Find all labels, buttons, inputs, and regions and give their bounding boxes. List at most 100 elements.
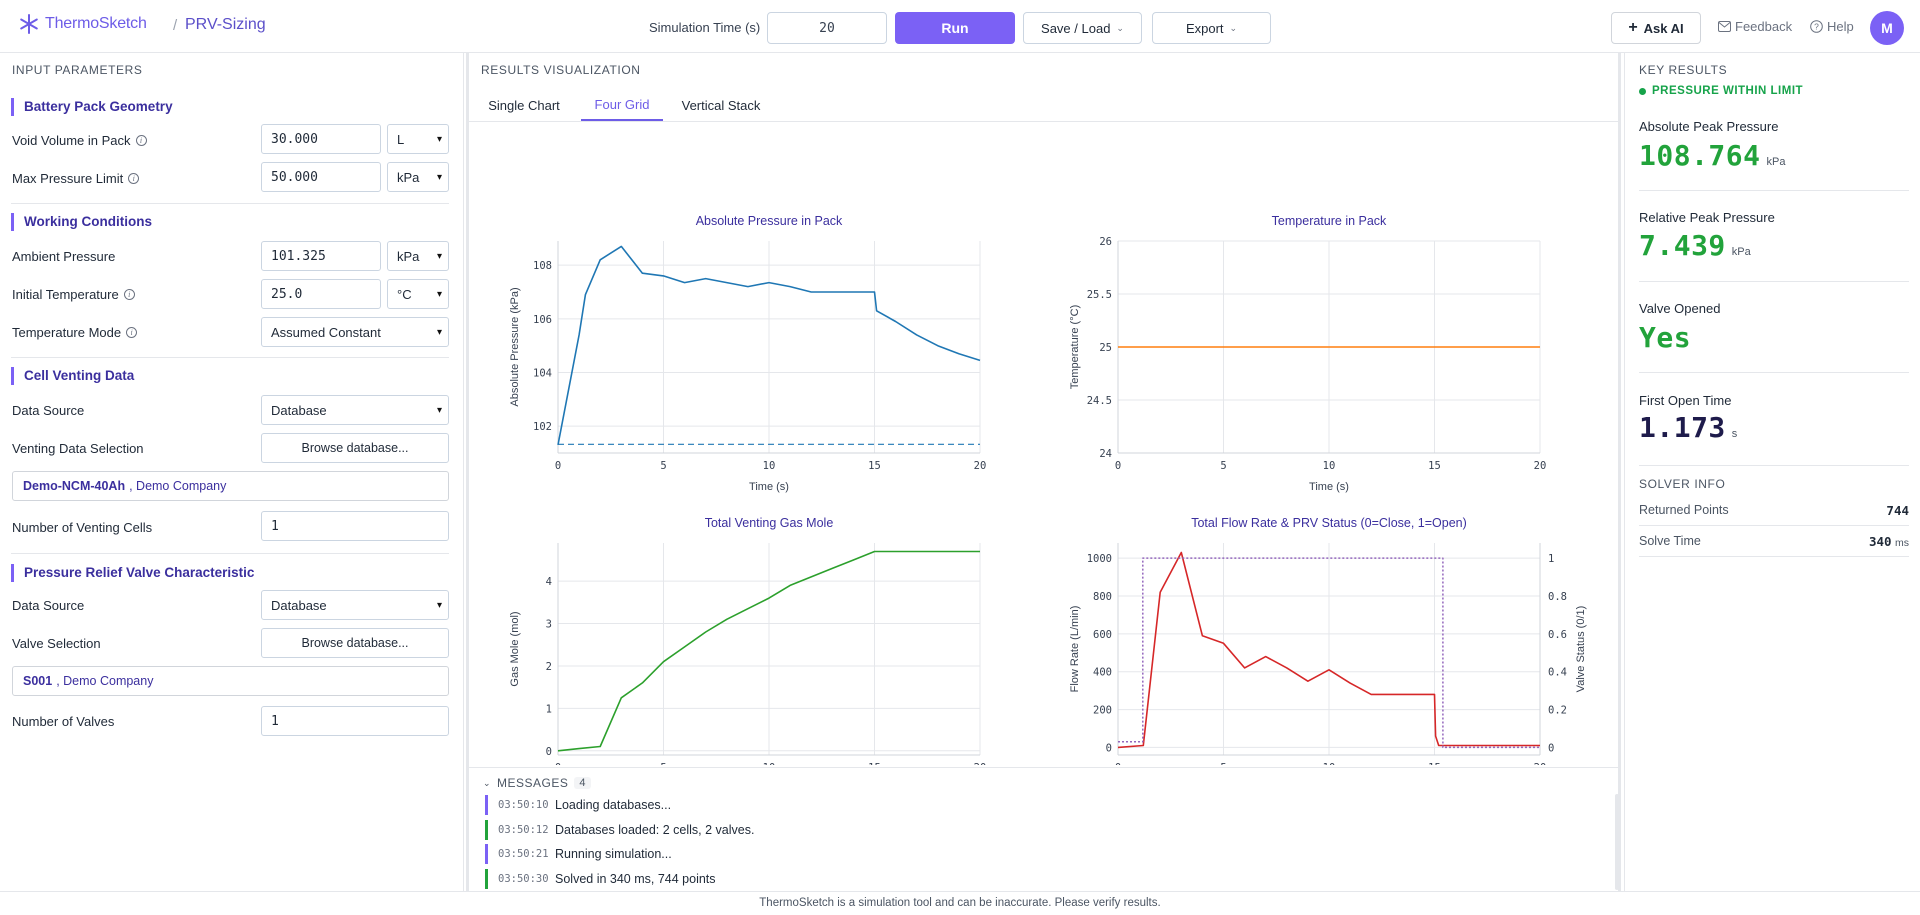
y-axis-label: Temperature (°C) bbox=[1069, 305, 1081, 389]
venting-cells-label: Number of Venting Cells bbox=[12, 520, 153, 535]
x-tick-label: 0 bbox=[555, 460, 561, 472]
feedback-link[interactable]: Feedback bbox=[1718, 19, 1792, 34]
info-icon[interactable]: i bbox=[123, 289, 135, 300]
y-tick-label: 26 bbox=[1099, 236, 1112, 248]
venting-browse-button[interactable]: Browse database... bbox=[261, 433, 449, 463]
info-icon[interactable]: i bbox=[126, 327, 138, 338]
message-item: 03:50:30 Solved in 340 ms, 744 points bbox=[485, 868, 716, 889]
tab-four-grid[interactable]: Four Grid bbox=[581, 89, 663, 121]
section-heading-working: Working Conditions bbox=[11, 213, 152, 231]
chart-title: Total Flow Rate & PRV Status (0=Close, 1… bbox=[1191, 516, 1467, 530]
chart-2: 0 5 10 15 20 24 24.5 25 25.5 26 Temperature in Pac… bbox=[1069, 214, 1546, 493]
brand-name: ThermoSketch bbox=[45, 15, 147, 32]
x-tick-label: 5 bbox=[660, 762, 666, 765]
ambient-pressure-input[interactable]: 101.325 bbox=[261, 241, 381, 271]
x-tick-label: 10 bbox=[763, 762, 776, 765]
tab-vertical-stack[interactable]: Vertical Stack bbox=[681, 97, 761, 113]
plus-icon: + bbox=[1628, 19, 1638, 36]
chart-title: Temperature in Pack bbox=[1272, 214, 1387, 228]
first-open-value-row: 1.173 s bbox=[1639, 411, 1737, 444]
message-text: Solved in 340 ms, 744 points bbox=[555, 871, 716, 886]
x-tick-label: 20 bbox=[974, 460, 987, 472]
void-volume-row-label: Void Volume in Pack i bbox=[12, 133, 147, 148]
messages-header[interactable]: ⌄ MESSAGES 4 bbox=[483, 776, 592, 790]
venting-source-value: Database bbox=[271, 402, 327, 418]
select-caret-icon: ▾ bbox=[436, 326, 442, 338]
y-tick-label: 106 bbox=[533, 314, 552, 326]
selected-valve-name: S001 bbox=[23, 674, 53, 688]
help-link[interactable]: ? Help bbox=[1810, 19, 1854, 34]
y2-tick-label: 0.6 bbox=[1548, 629, 1567, 641]
messages-scrollbar[interactable] bbox=[1615, 794, 1619, 890]
section-divider bbox=[11, 357, 449, 358]
select-caret-icon: ▾ bbox=[436, 171, 442, 183]
select-caret-icon: ▾ bbox=[436, 404, 442, 416]
message-time: 03:50:12 bbox=[498, 823, 549, 836]
initial-temperature-unit-select[interactable]: °C ▾ bbox=[387, 279, 449, 309]
simulation-time-input[interactable] bbox=[767, 12, 887, 44]
solve-time-row: Solve Time 340 ms bbox=[1639, 534, 1909, 549]
x-tick-label: 10 bbox=[1323, 762, 1336, 765]
info-icon[interactable]: i bbox=[135, 135, 147, 146]
ambient-pressure-unit-select[interactable]: kPa ▾ bbox=[387, 241, 449, 271]
x-tick-label: 10 bbox=[763, 460, 776, 472]
void-volume-unit-select[interactable]: L ▾ bbox=[387, 124, 449, 154]
user-avatar[interactable]: M bbox=[1870, 11, 1904, 45]
valve-browse-button[interactable]: Browse database... bbox=[261, 628, 449, 658]
void-volume-input[interactable]: 30.000 bbox=[261, 124, 381, 154]
rel-peak-label: Relative Peak Pressure bbox=[1639, 210, 1775, 225]
max-pressure-unit-select[interactable]: kPa ▾ bbox=[387, 162, 449, 192]
chevron-down-icon: ⌄ bbox=[1116, 22, 1124, 33]
y-tick-label: 800 bbox=[1093, 591, 1112, 603]
series-line-1 bbox=[557, 550, 980, 752]
export-button[interactable]: Export ⌄ bbox=[1152, 12, 1271, 44]
info-icon[interactable]: i bbox=[128, 173, 140, 184]
y-tick-label: 200 bbox=[1093, 705, 1112, 717]
selected-venting-data: Demo-NCM-40Ah, Demo Company bbox=[12, 471, 449, 501]
y-tick-label: 0 bbox=[1106, 742, 1112, 754]
valve-count-input[interactable]: 1 bbox=[261, 706, 449, 736]
y2-axis-label: Valve Status (0/1) bbox=[1575, 606, 1587, 693]
y-tick-label: 25.5 bbox=[1087, 289, 1112, 301]
unit-value: kPa bbox=[397, 169, 420, 185]
mail-icon bbox=[1718, 21, 1731, 32]
initial-temperature-input[interactable]: 25.0 bbox=[261, 279, 381, 309]
tab-single-chart[interactable]: Single Chart bbox=[488, 97, 560, 113]
save-load-label: Save / Load bbox=[1041, 20, 1111, 36]
y-tick-label: 1 bbox=[546, 703, 552, 715]
returned-points-row: Returned Points 744 bbox=[1639, 503, 1909, 518]
solve-time-value: 340 bbox=[1868, 534, 1892, 549]
max-pressure-input[interactable]: 50.000 bbox=[261, 162, 381, 192]
selected-venting-name: Demo-NCM-40Ah bbox=[23, 479, 126, 493]
x-tick-label: 5 bbox=[1220, 460, 1226, 472]
message-text: Running simulation... bbox=[555, 847, 672, 861]
venting-source-select[interactable]: Database ▾ bbox=[261, 395, 449, 425]
messages-title: MESSAGES bbox=[497, 776, 569, 790]
valve-opened-label: Valve Opened bbox=[1639, 301, 1721, 316]
y-tick-label: 104 bbox=[533, 367, 552, 379]
selected-valve-company: , Demo Company bbox=[56, 674, 154, 688]
divider bbox=[1639, 372, 1909, 373]
x-tick-label: 20 bbox=[974, 762, 987, 765]
app-logo[interactable]: ThermoSketch bbox=[19, 14, 147, 34]
y2-tick-label: 1 bbox=[1548, 553, 1554, 565]
temperature-mode-select[interactable]: Assumed Constant ▾ bbox=[261, 317, 449, 347]
venting-selection-label: Venting Data Selection bbox=[12, 441, 144, 456]
y-tick-label: 2 bbox=[546, 661, 552, 673]
save-load-button[interactable]: Save / Load ⌄ bbox=[1023, 12, 1142, 44]
run-button[interactable]: Run bbox=[895, 12, 1015, 44]
select-caret-icon: ▾ bbox=[436, 288, 442, 300]
x-tick-label: 10 bbox=[1323, 460, 1336, 472]
prv-source-select[interactable]: Database ▾ bbox=[261, 590, 449, 620]
chart-4: 051015200200400600800100000.20.40.60.81T… bbox=[1069, 516, 1587, 765]
x-tick-label: 15 bbox=[868, 762, 881, 765]
input-parameters-panel: INPUT PARAMETERS Battery Pack Geometry V… bbox=[0, 53, 464, 891]
y-tick-label: 24 bbox=[1099, 448, 1112, 460]
ask-ai-button[interactable]: + Ask AI bbox=[1611, 12, 1701, 44]
solve-time-label: Solve Time bbox=[1639, 534, 1701, 548]
unit-value: kPa bbox=[397, 248, 420, 264]
venting-cells-input[interactable]: 1 bbox=[261, 511, 449, 541]
y-tick-label: 3 bbox=[546, 619, 552, 631]
project-name[interactable]: PRV-Sizing bbox=[185, 16, 266, 33]
